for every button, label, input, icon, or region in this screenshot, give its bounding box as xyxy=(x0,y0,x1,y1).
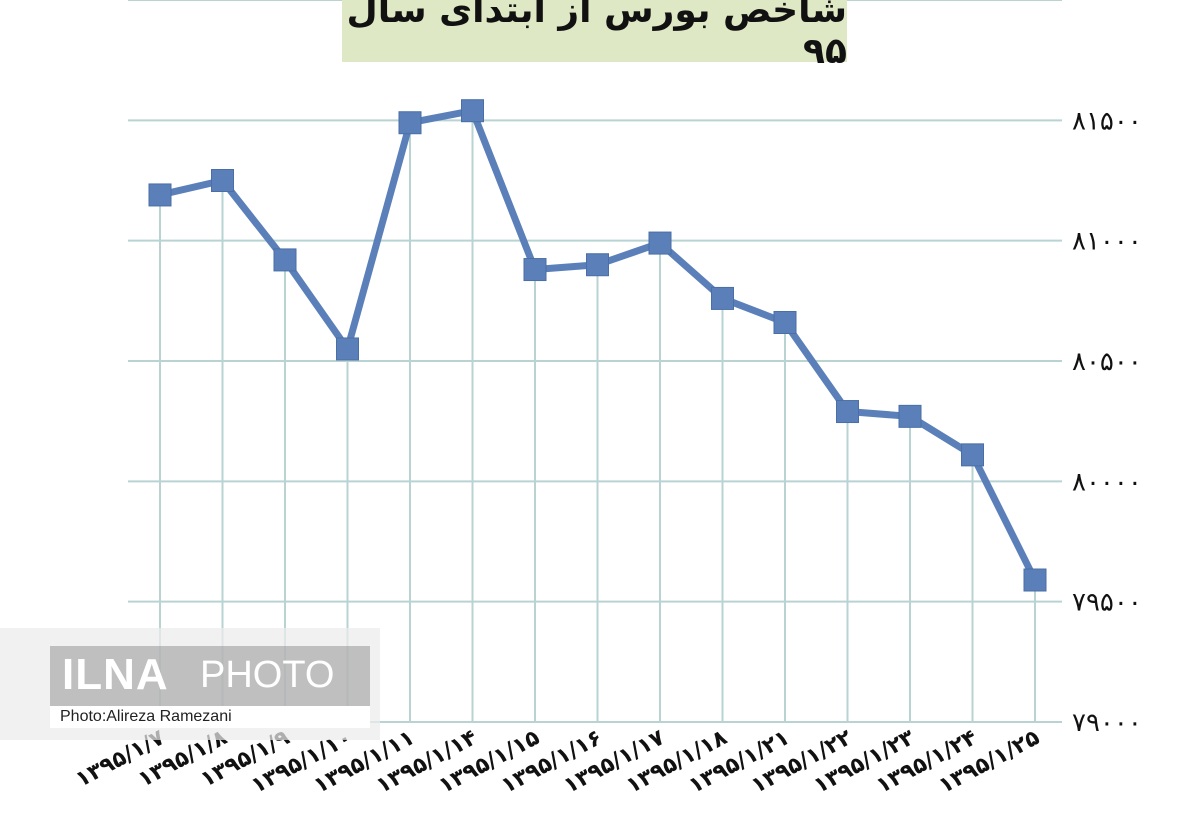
y-tick-label: ۸۰۰۰۰ xyxy=(1072,467,1142,497)
data-point xyxy=(836,400,859,424)
watermark-inner: ILNA PHOTO Photo:Alireza Ramezani xyxy=(50,646,370,728)
data-point xyxy=(398,111,422,135)
watermark-brand: ILNA xyxy=(62,650,169,699)
watermark-credit: Photo:Alireza Ramezani xyxy=(50,706,370,728)
watermark-photo-label: PHOTO xyxy=(200,654,335,696)
data-point xyxy=(461,99,484,123)
data-point xyxy=(961,443,984,467)
data-point xyxy=(211,169,234,192)
chart-title-box: شاخص بورس از ابتدای سال ۹۵ xyxy=(342,0,847,72)
y-tick-label: ۸۱۰۰۰ xyxy=(1072,227,1142,257)
data-point xyxy=(773,310,797,334)
data-point xyxy=(648,231,672,255)
data-point xyxy=(523,258,547,282)
data-point xyxy=(1023,568,1047,592)
y-tick-label: ۷۹۵۰۰ xyxy=(1072,588,1142,618)
y-tick-label: ۷۹۰۰۰ xyxy=(1072,708,1142,738)
y-tick-label: ۸۱۵۰۰ xyxy=(1072,106,1142,136)
data-point xyxy=(336,337,359,361)
watermark: ILNA PHOTO Photo:Alireza Ramezani xyxy=(0,628,380,740)
data-point xyxy=(273,248,297,272)
chart-title: شاخص بورس از ابتدای سال ۹۵ xyxy=(346,0,847,72)
data-point xyxy=(586,253,609,277)
data-point xyxy=(898,404,922,428)
data-point xyxy=(148,183,172,207)
data-point xyxy=(711,286,734,310)
y-tick-label: ۸۰۵۰۰ xyxy=(1072,347,1142,377)
